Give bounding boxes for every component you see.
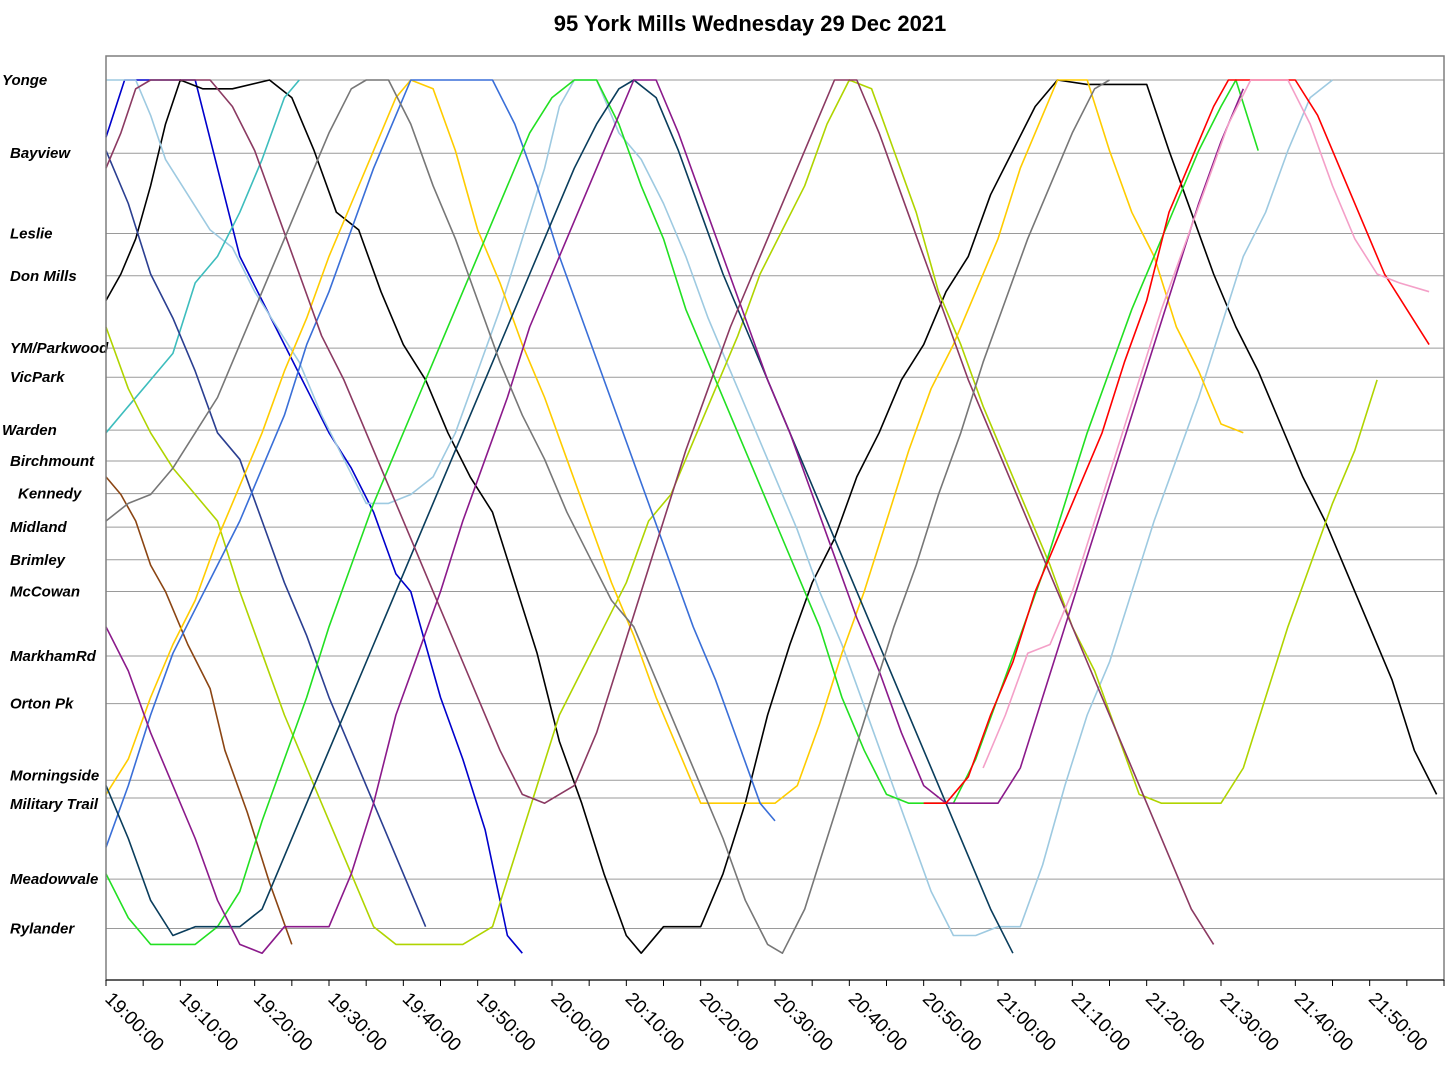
stop-label-2: Leslie [10,225,53,242]
trip-line-10 [105,79,1014,954]
trip-line-11 [105,79,1245,954]
stop-label-4: YM/Parkwood [10,340,109,357]
trip-line-0 [105,79,523,954]
stop-label-1: Bayview [10,145,71,162]
stop-label-6: Warden [2,422,57,439]
stop-label-8: Kennedy [18,486,82,503]
trip-line-12 [105,79,1215,945]
x-tick-label-2: 19:20:00 [249,989,316,1056]
x-tick-label-0: 19:00:00 [100,989,167,1056]
x-axis: 19:00:00 19:10:00 19:20:00 19:30:00 19:40:00… [100,979,1445,1056]
trip-line-8 [105,79,776,848]
x-tick-label-10: 20:40:00 [844,989,911,1056]
x-tick-label-14: 21:20:00 [1141,989,1208,1056]
trip-line-14 [923,79,1430,804]
trip-line-7 [105,79,1244,804]
stop-label-11: McCowan [10,584,80,601]
stop-label-9: Midland [10,519,67,536]
x-tick-label-1: 19:10:00 [175,989,242,1056]
trip-line-2 [106,79,1333,937]
x-tick-label-11: 20:50:00 [918,989,985,1056]
stop-label-5: VicPark [10,369,65,386]
stop-label-17: Rylander [10,920,75,937]
stop-label-12: MarkhamRd [10,648,97,665]
stop-label-14: Morningside [10,767,99,784]
stop-gridlines [106,79,1444,929]
stop-label-15: Military Trail [10,796,99,813]
stop-label-3: Don Mills [10,268,77,285]
trip-line-3 [105,79,300,434]
plot-area-frame [105,55,1445,981]
x-tick-label-17: 21:50:00 [1364,989,1431,1056]
x-tick-label-5: 19:50:00 [472,989,539,1056]
trip-line-4 [105,150,427,928]
x-tick-label-13: 21:10:00 [1067,989,1134,1056]
stop-labels: Yonge Bayview Leslie Don Mills YM/Parkwood Vi… [2,72,109,937]
x-tick-label-4: 19:40:00 [398,989,465,1056]
stop-label-16: Meadowvale [10,871,98,888]
x-tick-label-15: 21:30:00 [1215,989,1282,1056]
stop-label-13: Orton Pk [10,696,74,713]
chart-title: 95 York Mills Wednesday 29 Dec 2021 [554,11,947,36]
stop-label-0: Yonge [2,72,47,89]
trip-line-1 [105,79,1438,954]
trip-lines [105,79,1438,954]
trip-line-13 [105,79,1110,954]
stop-label-10: Brimley [10,552,66,569]
trip-line-9 [105,79,1259,946]
trip-line-5 [105,476,293,945]
x-tick-label-8: 20:20:00 [695,989,762,1056]
stop-label-7: Birchmount [10,453,95,470]
x-tick-label-7: 20:10:00 [621,989,688,1056]
x-tick-label-6: 20:00:00 [546,989,613,1056]
trip-line-15 [982,79,1430,769]
x-tick-label-9: 20:30:00 [769,989,836,1056]
x-tick-label-16: 21:40:00 [1290,989,1357,1056]
x-tick-label-3: 19:30:00 [323,989,390,1056]
x-tick-label-12: 21:00:00 [992,989,1059,1056]
